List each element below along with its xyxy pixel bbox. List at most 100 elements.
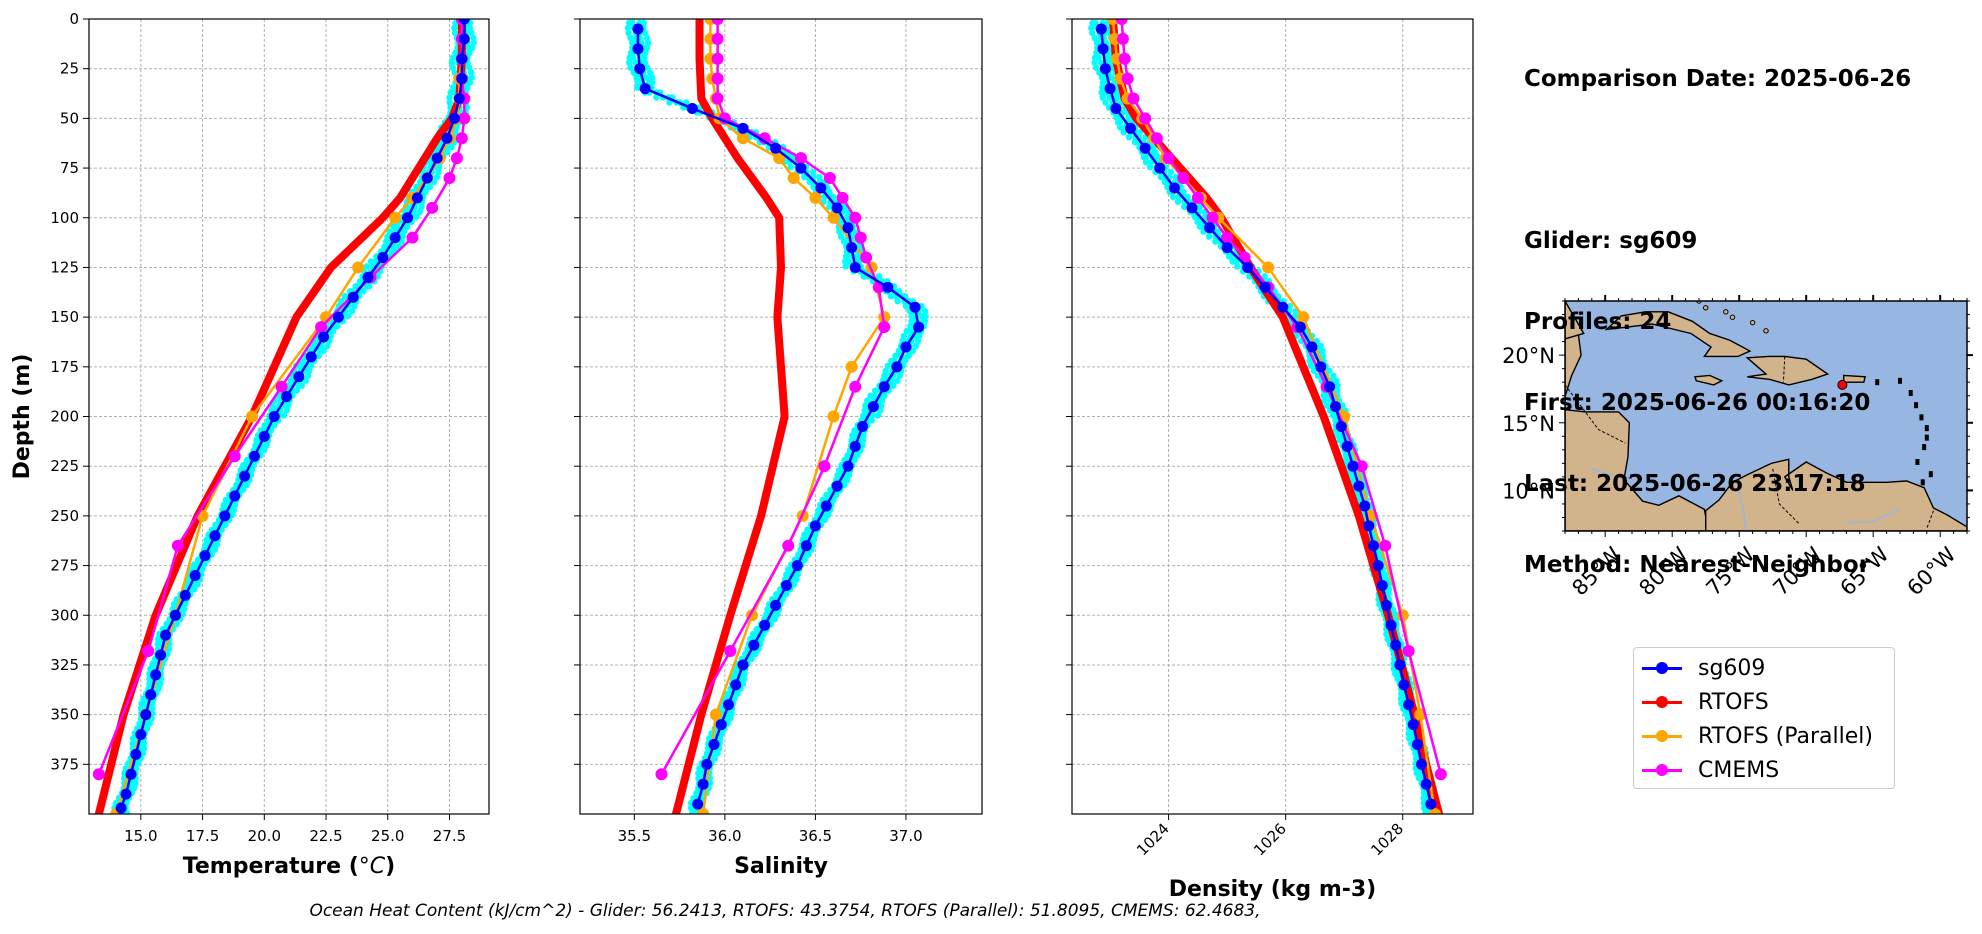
individual-point (154, 640, 162, 648)
series-line (636, 27, 920, 806)
individual-point (433, 173, 441, 181)
individual-point (1336, 437, 1343, 444)
series-point (878, 381, 890, 393)
individual-point (868, 417, 875, 424)
puerto-rico (1843, 374, 1867, 383)
individual-profiles (1088, 19, 1440, 814)
individual-point (426, 183, 433, 191)
ocean-heat-content-footer: Ocean Heat Content (kJ/cm^2) - Glider: 5… (309, 901, 1261, 921)
individual-point (903, 327, 910, 335)
series-point (1242, 261, 1254, 273)
individual-point (1136, 129, 1143, 136)
individual-point (627, 64, 634, 71)
series-point (1376, 579, 1388, 591)
series-point (347, 291, 359, 303)
individual-point (914, 337, 922, 345)
individual-point (628, 19, 636, 27)
series-point (1415, 758, 1427, 770)
island (1915, 459, 1920, 465)
individual-point (154, 635, 162, 643)
series-point (1398, 679, 1410, 691)
individual-point (306, 367, 313, 374)
individual-point (875, 273, 883, 280)
series-point (791, 560, 803, 572)
info-block: Comparison Date: 2025-06-26 Glider: sg60… (1524, 12, 1911, 633)
individual-point (908, 317, 916, 325)
individual-point (884, 362, 892, 370)
individual-point (1184, 193, 1191, 201)
individual-point (1125, 134, 1133, 141)
individual-point (1406, 735, 1413, 742)
river-line (1846, 508, 1901, 524)
individual-point (878, 397, 886, 404)
series-point (199, 550, 211, 562)
individual-point (365, 283, 373, 290)
series-point (1139, 142, 1151, 154)
series-point (770, 142, 782, 154)
individual-point (384, 233, 391, 240)
individual-point (896, 372, 904, 379)
series-point (711, 52, 724, 65)
series-point (332, 311, 344, 323)
south-america (1704, 458, 1967, 531)
individual-point (1385, 591, 1392, 598)
series-point (909, 301, 921, 313)
individual-point (307, 362, 315, 370)
individual-point (446, 99, 453, 106)
series-point (228, 450, 241, 463)
series-point (1425, 798, 1437, 810)
series-point (115, 802, 127, 814)
individual-point (348, 307, 356, 315)
map-lat-label: 20°N (1502, 344, 1555, 368)
individual-point (220, 501, 227, 509)
individual-point (714, 750, 721, 757)
series-point (856, 420, 868, 432)
series-point (169, 609, 181, 621)
series-point (1110, 102, 1122, 114)
individual-point (1227, 253, 1234, 260)
individual-point (1422, 794, 1429, 802)
legend-item-cmems: CMEMS (1642, 755, 1779, 785)
series-point (809, 191, 822, 204)
individual-point (151, 660, 158, 668)
individual-point (1116, 119, 1124, 126)
series-point (258, 430, 270, 442)
individual-point (146, 720, 153, 727)
legend-label: sg609 (1698, 655, 1766, 681)
y-tick-label: 325 (50, 656, 79, 674)
river-line (1738, 490, 1747, 531)
x-tick-label: 37.0 (889, 827, 922, 845)
series-point (456, 53, 468, 65)
series-point (130, 748, 142, 760)
series-point (748, 639, 760, 651)
island (1898, 377, 1902, 384)
individual-point (466, 64, 473, 71)
x-tick-label: 1028 (1367, 820, 1407, 860)
series-point (711, 32, 724, 45)
individual-point (881, 392, 888, 399)
individual-point (695, 770, 702, 777)
series-point (782, 539, 795, 552)
individual-point (298, 382, 305, 389)
individual-point (836, 228, 843, 235)
series-point (1347, 460, 1359, 472)
individual-point (1113, 114, 1121, 121)
individual-point (801, 556, 808, 563)
individual-point (876, 407, 884, 414)
individual-point (810, 536, 818, 543)
individual-point (230, 506, 238, 514)
individual-point (1319, 347, 1326, 355)
series-point (818, 460, 831, 473)
island (1729, 314, 1736, 320)
jamaica (1694, 374, 1724, 386)
series-point (1125, 122, 1137, 134)
series-point (1221, 242, 1233, 254)
individual-point (1196, 203, 1203, 211)
individual-point (1169, 193, 1177, 201)
island (1723, 309, 1729, 315)
individual-point (805, 551, 812, 558)
x-axis-label: Salinity (734, 854, 828, 879)
individual-point (466, 79, 474, 86)
